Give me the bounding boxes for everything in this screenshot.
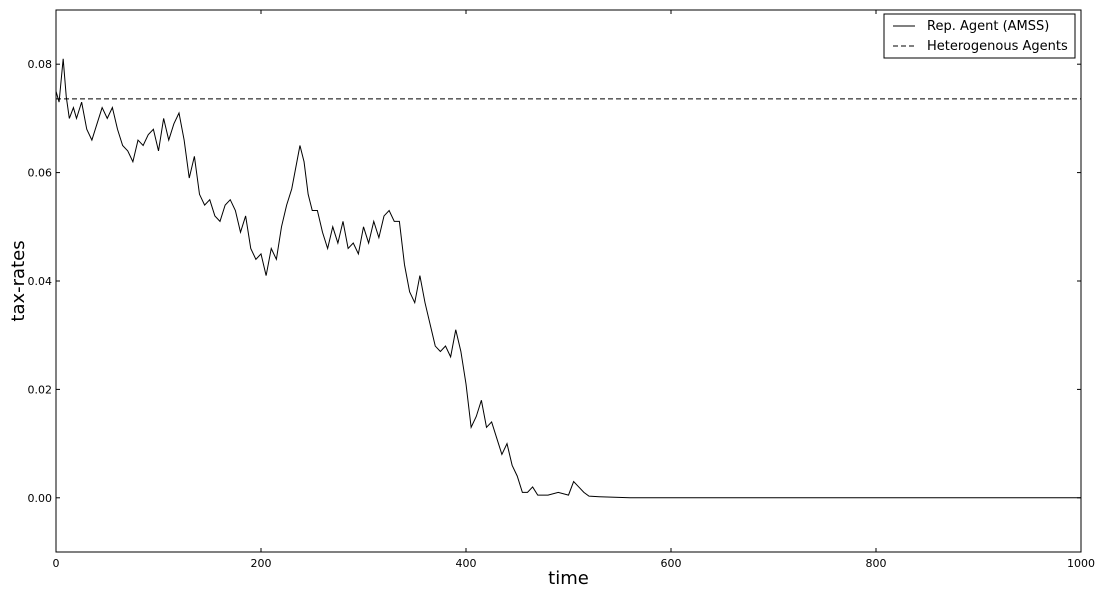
x-axis-label: time: [548, 568, 589, 589]
x-axis: 0 200 400 600 800 1000: [53, 10, 1095, 570]
x-tick-label: 800: [866, 557, 887, 570]
y-axis: 0.00 0.02 0.04 0.06 0.08: [28, 58, 1081, 505]
y-tick-label: 0.02: [28, 383, 53, 396]
plot-frame: [55, 9, 1082, 553]
y-tick-label: 0.08: [28, 58, 53, 71]
legend-entry: Heterogenous Agents: [927, 39, 1068, 54]
x-tick-label: 1000: [1067, 557, 1095, 570]
plot-area: [55, 9, 1082, 553]
legend-entry: Rep. Agent (AMSS): [927, 19, 1049, 34]
x-tick-label: 400: [456, 557, 477, 570]
series-line-0: [55, 58, 1081, 499]
legend: Rep. Agent (AMSS) Heterogenous Agents: [883, 13, 1076, 59]
x-tick-label: 0: [53, 557, 60, 570]
x-tick-label: 600: [661, 557, 682, 570]
y-tick-label: 0.06: [28, 167, 53, 180]
y-tick-label: 0.00: [28, 492, 53, 505]
x-tick-label: 200: [251, 557, 272, 570]
legend-box: [883, 13, 1076, 59]
y-axis-label: tax-rates: [8, 240, 29, 321]
y-tick-label: 0.04: [28, 275, 53, 288]
